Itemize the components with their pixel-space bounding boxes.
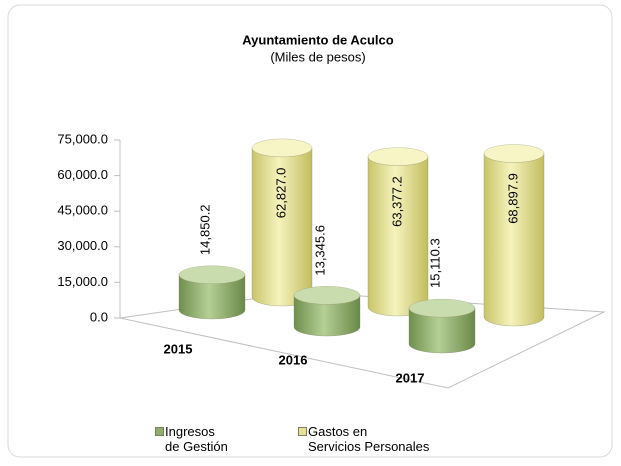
chart-title: Ayuntamiento de Aculco — [242, 32, 394, 47]
legend-swatch — [155, 427, 164, 436]
bar-top — [293, 286, 361, 305]
value-label: 68,897.9 — [505, 173, 520, 224]
bar-top — [408, 298, 476, 318]
y-tick-label: 15,000.0 — [57, 274, 108, 289]
cylinder — [367, 147, 429, 317]
y-tick-label: 60,000.0 — [57, 167, 108, 182]
cylinder — [251, 138, 313, 307]
value-label: 63,377.2 — [389, 176, 404, 227]
cylinder — [293, 286, 361, 337]
x-tick-label: 2016 — [279, 352, 308, 367]
bar-top — [483, 144, 545, 163]
value-label: 15,110.3 — [427, 238, 442, 288]
y-tick-label: 45,000.0 — [57, 203, 108, 218]
legend-label: Gastos en Servicios Personales — [308, 424, 430, 454]
y-tick-label: 0.0 — [90, 309, 108, 324]
value-label: 14,850.2 — [197, 204, 212, 255]
x-tick-label: 2017 — [396, 370, 425, 385]
cylinder — [483, 144, 545, 327]
cylinder — [408, 298, 476, 354]
value-label: 62,827.0 — [273, 168, 288, 219]
x-tick-label: 2015 — [164, 341, 193, 356]
bar-top — [178, 265, 246, 284]
chart-subtitle: (Miles de pesos) — [270, 49, 365, 64]
bar-top — [367, 147, 429, 166]
bar-top — [251, 138, 313, 158]
legend-swatch — [298, 427, 307, 436]
y-tick-label: 75,000.0 — [57, 131, 108, 146]
value-label: 13,345.6 — [312, 225, 327, 276]
cylinder — [178, 265, 246, 320]
y-tick-label: 30,000.0 — [57, 238, 108, 253]
legend-label: Ingresos de Gestión — [165, 424, 228, 454]
